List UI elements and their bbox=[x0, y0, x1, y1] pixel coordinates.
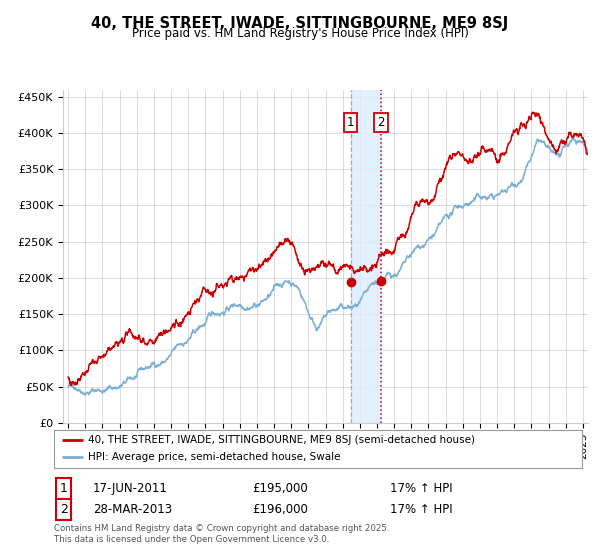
Text: 2: 2 bbox=[59, 503, 68, 516]
Text: Price paid vs. HM Land Registry's House Price Index (HPI): Price paid vs. HM Land Registry's House … bbox=[131, 27, 469, 40]
Text: 40, THE STREET, IWADE, SITTINGBOURNE, ME9 8SJ (semi-detached house): 40, THE STREET, IWADE, SITTINGBOURNE, ME… bbox=[88, 435, 475, 445]
Text: 17-JUN-2011: 17-JUN-2011 bbox=[93, 482, 168, 495]
Text: 1: 1 bbox=[347, 116, 354, 129]
Text: £196,000: £196,000 bbox=[252, 503, 308, 516]
Text: 1: 1 bbox=[59, 482, 68, 495]
Text: 28-MAR-2013: 28-MAR-2013 bbox=[93, 503, 172, 516]
Text: This data is licensed under the Open Government Licence v3.0.: This data is licensed under the Open Gov… bbox=[54, 535, 329, 544]
Text: 17% ↑ HPI: 17% ↑ HPI bbox=[390, 482, 452, 495]
Text: 2: 2 bbox=[377, 116, 385, 129]
Text: 40, THE STREET, IWADE, SITTINGBOURNE, ME9 8SJ: 40, THE STREET, IWADE, SITTINGBOURNE, ME… bbox=[91, 16, 509, 31]
Text: Contains HM Land Registry data © Crown copyright and database right 2025.: Contains HM Land Registry data © Crown c… bbox=[54, 524, 389, 533]
Text: HPI: Average price, semi-detached house, Swale: HPI: Average price, semi-detached house,… bbox=[88, 452, 341, 463]
Bar bbox=[350, 90, 381, 423]
Text: £195,000: £195,000 bbox=[252, 482, 308, 495]
Text: 17% ↑ HPI: 17% ↑ HPI bbox=[390, 503, 452, 516]
